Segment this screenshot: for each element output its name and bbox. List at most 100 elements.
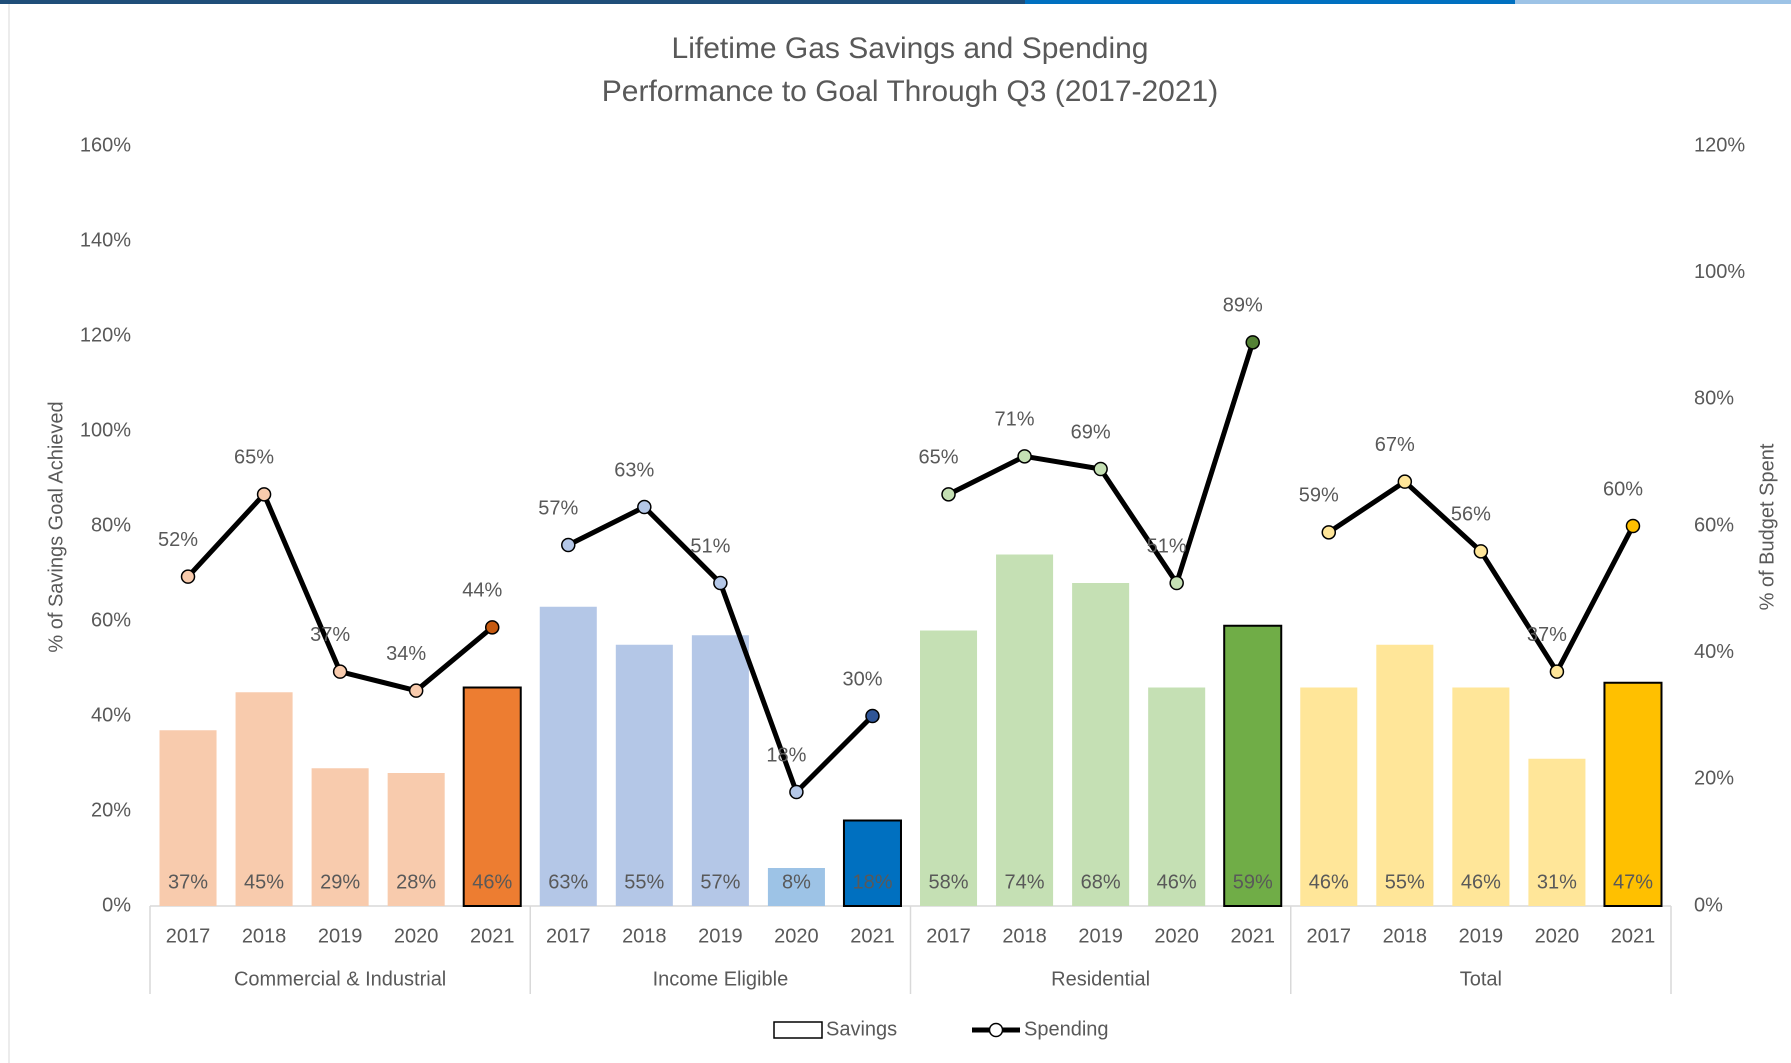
line-value-label: 37% (310, 624, 350, 646)
line-value-label: 34% (386, 643, 426, 665)
legend-label: Savings (826, 1018, 897, 1040)
line (186, 491, 494, 694)
y2-tick-label: 20% (1694, 768, 1734, 790)
line-marker (637, 499, 652, 515)
line-value-label: 89% (1223, 295, 1263, 317)
line-marker (1397, 474, 1413, 489)
top-strip (0, 0, 1025, 4)
bar-value-label: 37% (168, 871, 208, 893)
x-tick-label: 2019 (1459, 925, 1504, 947)
line-value-label: 52% (158, 529, 198, 551)
bar (387, 773, 445, 906)
bar (767, 868, 825, 906)
bar-value-label: 57% (700, 871, 740, 893)
x-tick-label: 2020 (774, 925, 819, 947)
bar (311, 768, 369, 906)
x-tick-label: 2017 (926, 925, 971, 947)
line-marker (789, 784, 804, 800)
line-value-label: 59% (1299, 485, 1339, 507)
bar-value-label: 46% (1157, 871, 1197, 893)
line-marker (1321, 525, 1337, 540)
line-marker (1169, 575, 1184, 591)
y2-tick-label: 0% (1694, 894, 1723, 916)
group-label: Residential (1051, 968, 1150, 990)
bar-value-label: 59% (1233, 871, 1273, 893)
group-label: Commercial & Industrial (234, 968, 446, 990)
line-marker (180, 569, 196, 584)
bar-value-label: 45% (244, 871, 284, 893)
line-marker (941, 487, 956, 502)
y-tick-label: 60% (91, 609, 131, 631)
bar (1223, 624, 1283, 907)
y-tick-label: 80% (91, 514, 131, 536)
bar-value-label: 68% (1081, 871, 1121, 893)
line-value-label: 51% (690, 535, 730, 557)
top-strip (1515, 0, 1791, 4)
x-tick-label: 2019 (318, 925, 363, 947)
chart-title: Lifetime Gas Savings and Spending (672, 32, 1149, 65)
bar (159, 730, 217, 906)
x-tick-label: 2019 (1078, 925, 1123, 947)
line-marker (1245, 335, 1260, 350)
line-marker (561, 537, 576, 553)
line-marker (1473, 544, 1489, 559)
x-tick-label: 2021 (1611, 925, 1656, 947)
x-tick-label: 2020 (394, 925, 439, 947)
x-tick-label: 2019 (698, 925, 743, 947)
bar (1072, 583, 1130, 906)
x-tick-label: 2021 (1230, 925, 1275, 947)
y2-tick-label: 100% (1694, 261, 1745, 283)
line-marker (408, 683, 424, 698)
legend-swatch (773, 1021, 823, 1039)
y-tick-label: 140% (80, 229, 131, 251)
group-label: Income Eligible (653, 968, 789, 990)
x-tick-label: 2018 (1383, 925, 1428, 947)
line-marker (1093, 461, 1108, 477)
y2-tick-label: 80% (1694, 388, 1734, 410)
bar (1452, 687, 1510, 906)
bar (1148, 687, 1206, 906)
line-marker (1625, 518, 1641, 534)
line-value-label: 69% (1071, 421, 1111, 443)
chart-subtitle: Performance to Goal Through Q3 (2017-202… (602, 75, 1218, 108)
bar-value-label: 55% (1385, 871, 1425, 893)
line-value-label: 51% (1147, 535, 1187, 557)
y-tick-label: 160% (80, 134, 131, 156)
bar-value-label: 47% (1613, 871, 1653, 893)
line-value-label: 63% (614, 459, 654, 481)
bar-value-label: 46% (1309, 871, 1349, 893)
line-value-label: 18% (766, 744, 806, 766)
y2-axis-title: % of Budget Spent (1756, 443, 1778, 610)
y2-tick-label: 60% (1694, 514, 1734, 536)
y-tick-label: 100% (80, 419, 131, 441)
x-tick-label: 2017 (166, 925, 211, 947)
line-value-label: 57% (538, 497, 578, 519)
line-marker (484, 620, 500, 635)
bar (920, 630, 978, 906)
bar (691, 635, 749, 906)
bar (615, 644, 673, 906)
y-tick-label: 20% (91, 799, 131, 821)
line-marker (1549, 664, 1565, 679)
line-marker (865, 708, 880, 724)
y-tick-label: 0% (102, 894, 131, 916)
bar (235, 692, 293, 906)
line-marker (332, 664, 348, 679)
bar-value-label: 18% (852, 871, 892, 893)
x-tick-label: 2020 (1535, 925, 1580, 947)
bar-value-label: 8% (782, 871, 811, 893)
bar-value-label: 46% (1461, 871, 1501, 893)
legend-swatch (988, 1022, 1004, 1038)
bar (1300, 687, 1358, 906)
line-value-label: 56% (1451, 504, 1491, 526)
x-tick-label: 2021 (470, 925, 515, 947)
group-label: Total (1460, 968, 1502, 990)
line-marker (256, 487, 272, 502)
bar (1376, 644, 1434, 906)
line-value-label: 44% (462, 580, 502, 602)
bar-value-label: 74% (1005, 871, 1045, 893)
bar (842, 819, 902, 907)
bar-value-label: 63% (548, 871, 588, 893)
bar-value-label: 31% (1537, 871, 1577, 893)
